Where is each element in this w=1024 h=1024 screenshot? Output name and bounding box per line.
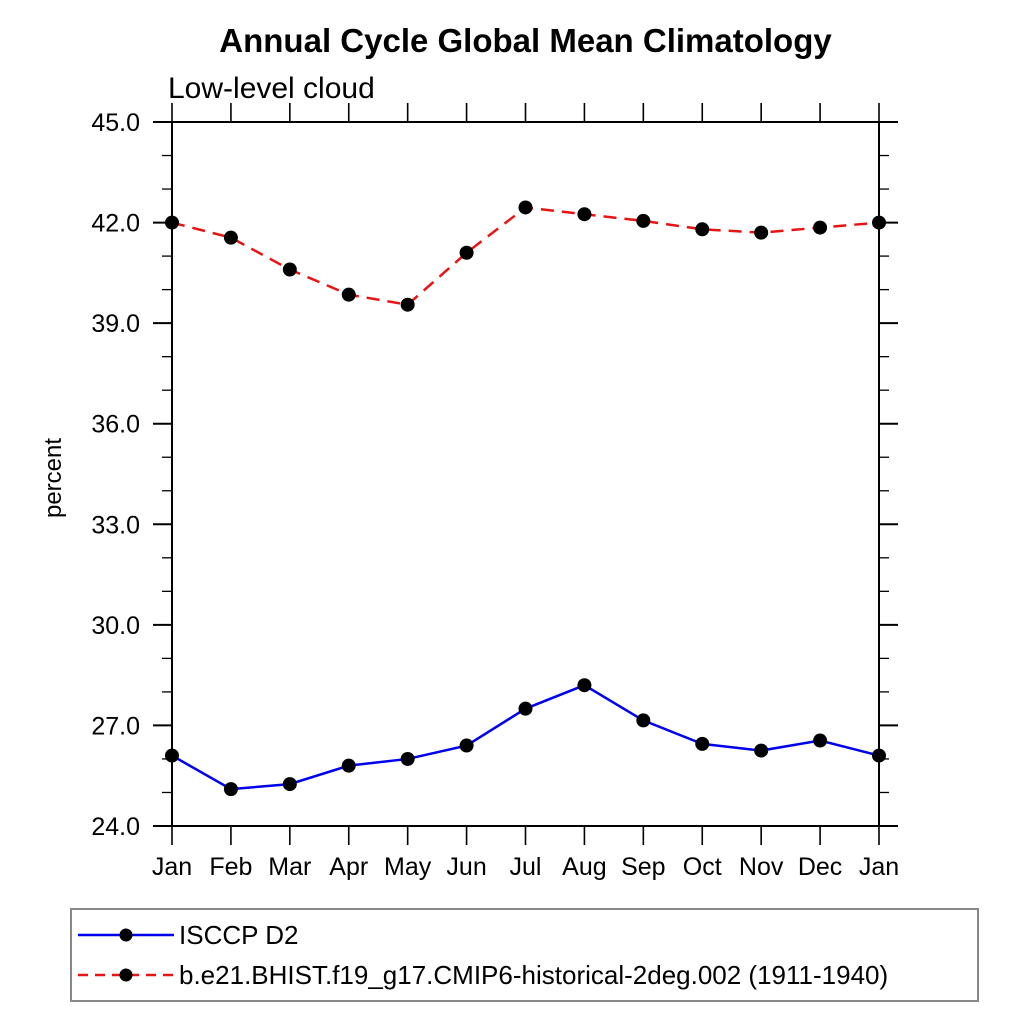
svg-text:Mar: Mar [268,853,311,881]
svg-text:Sep: Sep [621,853,665,881]
chart-subtitle: Low-level cloud [168,72,375,105]
svg-text:45.0: 45.0 [91,109,140,137]
series-markers-0 [165,678,886,797]
svg-text:Nov: Nov [739,853,784,881]
svg-text:24.0: 24.0 [91,813,140,841]
x-axis-ticks-and-labels: Jan Feb Mar Apr May Jun Jul Aug Sep Oct Nov Dec Jan [152,103,899,881]
svg-text:Oct: Oct [683,853,722,881]
svg-text:Jan: Jan [859,853,899,881]
svg-text:Dec: Dec [798,853,842,881]
y-axis-ticks-and-labels: 24.0 27.0 30.0 33.0 36.0 39.0 42.0 45.0 [91,109,898,841]
plot-frame [171,121,880,827]
svg-text:36.0: 36.0 [91,411,140,439]
svg-text:33.0: 33.0 [91,511,140,539]
series-markers-1 [165,200,886,312]
legend: ISCCP D2 b.e21.BHIST.f19_g17.CMIP6-histo… [70,908,979,1002]
series-line-0 [171,683,880,791]
svg-text:42.0: 42.0 [91,210,140,238]
svg-text:Jul: Jul [510,853,542,881]
svg-text:39.0: 39.0 [91,310,140,338]
svg-text:Jun: Jun [446,853,486,881]
legend-key-solid-line-marker-icon [78,928,174,942]
legend-key-dashed-line-marker-icon [78,968,174,982]
svg-text:Aug: Aug [562,853,606,881]
svg-text:30.0: 30.0 [91,612,140,640]
svg-text:Jan: Jan [152,853,192,881]
legend-item-model: b.e21.BHIST.f19_g17.CMIP6-historical-2de… [78,955,977,995]
legend-item-isccp: ISCCP D2 [78,915,977,955]
svg-text:Apr: Apr [329,853,368,881]
chart-title: Annual Cycle Global Mean Climatology [219,22,832,59]
svg-text:27.0: 27.0 [91,712,140,740]
svg-text:May: May [384,853,432,881]
series-line-1 [171,206,880,307]
legend-label-isccp: ISCCP D2 [179,919,299,950]
legend-label-model: b.e21.BHIST.f19_g17.CMIP6-historical-2de… [179,959,889,990]
svg-text:Feb: Feb [209,853,252,881]
